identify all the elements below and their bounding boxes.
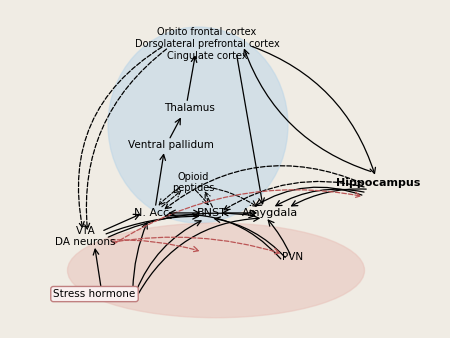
Text: VTA
DA neurons: VTA DA neurons: [55, 226, 116, 247]
Text: BNST: BNST: [197, 208, 226, 218]
Text: Stress hormone: Stress hormone: [54, 289, 135, 299]
Text: Ventral pallidum: Ventral pallidum: [128, 140, 214, 150]
Text: Thalamus: Thalamus: [163, 103, 215, 113]
Ellipse shape: [68, 223, 364, 318]
Text: N. Acc.: N. Acc.: [134, 208, 172, 218]
Text: Opioid
peptides: Opioid peptides: [172, 172, 215, 193]
Text: Orbito frontal cortex
Dorsolateral prefrontal cortex
Cingulate cortex: Orbito frontal cortex Dorsolateral prefr…: [135, 27, 279, 61]
Text: Hippocampus: Hippocampus: [336, 177, 420, 188]
Text: PVN: PVN: [282, 252, 303, 262]
Text: Amygdala: Amygdala: [242, 208, 298, 218]
Ellipse shape: [108, 27, 288, 223]
